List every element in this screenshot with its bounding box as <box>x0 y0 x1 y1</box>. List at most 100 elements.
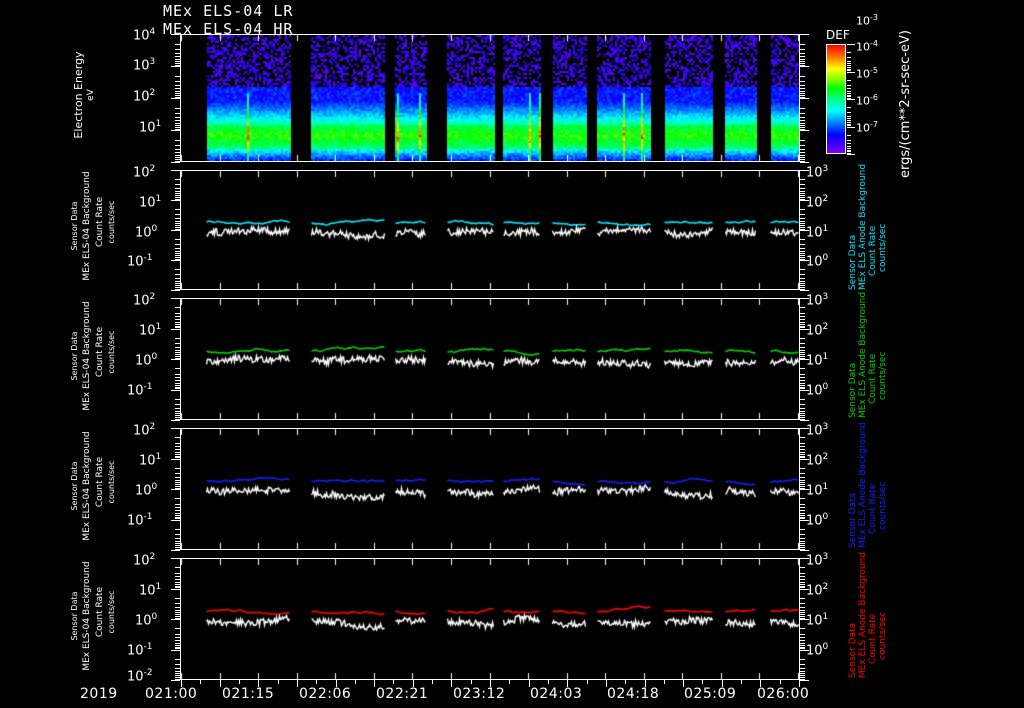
axis-tick-minor <box>175 513 180 514</box>
p4-rytick-1: 102 <box>806 452 829 469</box>
axis-tick-minor <box>800 329 809 330</box>
axis-tick-minor <box>800 269 805 270</box>
axis-tick-minor <box>175 417 180 418</box>
xaxis-tick-4: 023:12 <box>453 686 506 702</box>
axis-tick-minor <box>175 59 180 60</box>
axis-tick-minor <box>175 388 180 389</box>
axis-tick-minor <box>175 97 180 98</box>
axis-tick-minor <box>175 159 180 160</box>
panel-els04-cyan <box>180 170 800 290</box>
axis-tick-minor <box>800 515 805 516</box>
axis-tick-minor <box>800 285 805 286</box>
axis-tick-minor <box>800 91 805 92</box>
axis-tick-minor <box>175 452 180 453</box>
axis-tick-minor <box>175 610 180 611</box>
axis-tick-minor <box>800 673 805 674</box>
axis-tick-minor <box>171 619 180 620</box>
axis-tick-minor <box>171 420 180 421</box>
axis-tick-minor <box>800 383 805 384</box>
xaxis-tick-mark <box>432 680 433 684</box>
axis-tick-minor <box>175 53 180 54</box>
axis-tick-minor <box>800 437 805 438</box>
axis-tick-minor <box>175 223 180 224</box>
axis-tick-minor <box>175 218 180 219</box>
axis-tick-minor <box>800 161 805 162</box>
colorbar-tick-mark <box>847 44 855 45</box>
axis-tick-minor <box>175 507 180 508</box>
axis-tick-minor <box>800 517 805 518</box>
p3-ytick-1: 101 <box>139 322 162 339</box>
axis-tick-minor <box>800 188 805 189</box>
colorbar-tick-mark <box>847 63 851 64</box>
axis-tick-minor <box>800 44 805 45</box>
axis-tick-minor <box>175 195 180 196</box>
axis-tick-minor <box>175 383 180 384</box>
axis-tick-minor <box>800 343 805 344</box>
xaxis-tick-mark <box>645 680 646 687</box>
panel-els04-red-right-label-0: Sensor Data <box>848 622 858 678</box>
panel-els04-red-ylabel: Sensor Data <box>70 591 79 641</box>
colorbar-tick-3: 10-6 <box>856 93 878 108</box>
axis-tick-minor <box>175 319 180 320</box>
axis-tick-minor <box>800 486 805 487</box>
panel-els04-green <box>180 298 800 420</box>
axis-tick-minor <box>171 298 180 299</box>
p2-rytick-1: 102 <box>806 194 829 211</box>
axis-tick-minor <box>171 558 180 559</box>
colorbar-tick-mark <box>847 95 851 96</box>
axis-tick-minor <box>800 145 805 146</box>
axis-tick-minor <box>800 647 805 648</box>
axis-tick-minor <box>175 316 180 317</box>
colorbar-tick-mark <box>847 143 851 144</box>
panel-els04-red-yunit: counts/sec <box>107 590 116 634</box>
axis-tick-minor <box>800 117 805 118</box>
axis-tick-minor <box>800 576 805 577</box>
axis-tick-minor <box>800 679 805 680</box>
axis-tick-minor <box>171 162 180 163</box>
axis-tick-minor <box>175 350 180 351</box>
axis-tick-minor <box>175 354 180 355</box>
axis-tick-minor <box>175 518 180 519</box>
axis-tick-minor <box>800 457 805 458</box>
axis-tick-minor <box>175 618 180 619</box>
axis-tick-minor <box>175 255 180 256</box>
axis-tick-minor <box>800 259 805 260</box>
p2-rytick-3: 100 <box>806 253 829 270</box>
panel-spectrogram-ylabel: Electron Energy <box>72 51 85 139</box>
p2-ytick-0: 102 <box>133 164 156 181</box>
axis-tick-minor <box>175 545 180 546</box>
axis-tick-minor <box>800 634 805 635</box>
axis-tick-minor <box>800 419 805 420</box>
colorbar-tick-mark <box>847 148 851 149</box>
axis-tick-minor <box>175 582 180 583</box>
axis-tick-minor <box>175 643 180 644</box>
p4-rytick-0: 103 <box>806 422 829 439</box>
axis-tick-minor <box>175 197 180 198</box>
axis-tick-minor <box>800 671 805 672</box>
p4-ytick-1: 101 <box>139 452 162 469</box>
axis-tick-minor <box>175 454 180 455</box>
colorbar-tick-mark <box>847 80 851 81</box>
panel-els04-cyan-right-label-3: counts/sec <box>878 223 888 272</box>
axis-tick-minor <box>800 108 805 109</box>
axis-tick-minor <box>800 584 805 585</box>
axis-tick-minor <box>800 283 805 284</box>
axis-tick-minor <box>800 659 805 660</box>
panel-els04-red-right-label-2: Count Rate <box>868 613 878 664</box>
axis-tick-minor <box>800 664 805 665</box>
axis-tick-minor <box>175 510 180 511</box>
axis-tick-minor <box>175 221 180 222</box>
axis-tick-minor <box>175 253 180 254</box>
axis-tick-minor <box>800 200 809 201</box>
axis-tick-minor <box>800 350 805 351</box>
axis-tick-minor <box>800 380 805 381</box>
axis-tick-minor <box>800 543 805 544</box>
axis-tick-minor <box>175 541 180 542</box>
xaxis-tick-mark <box>471 680 472 684</box>
axis-tick-minor <box>800 257 805 258</box>
axis-tick-minor <box>800 76 805 77</box>
axis-tick-minor <box>175 603 180 604</box>
axis-tick-minor <box>800 612 805 613</box>
axis-tick-minor <box>175 677 180 678</box>
axis-tick-minor <box>171 34 180 35</box>
